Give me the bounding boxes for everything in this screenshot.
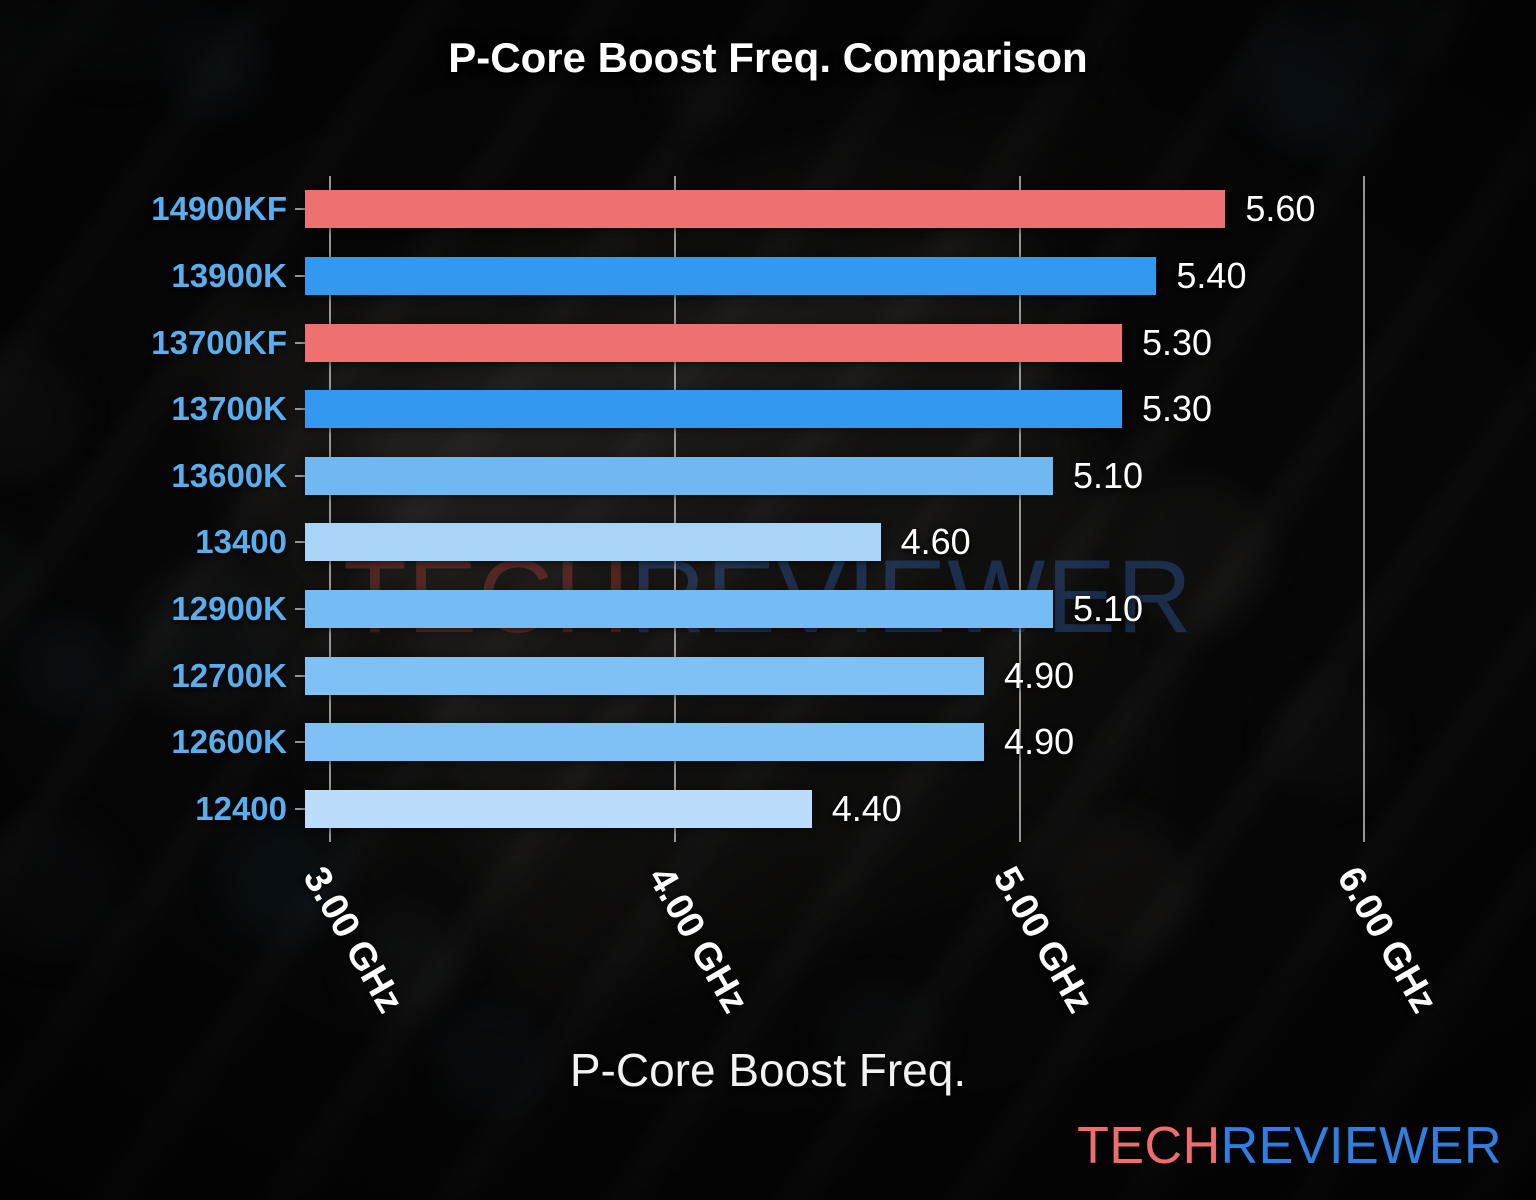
category-label: 12700K <box>171 656 287 694</box>
y-axis-tick <box>295 807 305 810</box>
gridline <box>673 176 676 842</box>
bar-row: 12600K 4.90 <box>0 721 1536 763</box>
category-label: 12600K <box>171 723 287 761</box>
category-label: 13400 <box>195 523 287 561</box>
x-tick-label: 3.00 GHz <box>294 860 412 1021</box>
bar-row: 14900KF 5.60 <box>0 188 1536 230</box>
y-axis-tick <box>295 674 305 677</box>
bar[interactable] <box>305 656 985 695</box>
category-label: 13700K <box>171 390 287 428</box>
bar-row: 13700K 5.30 <box>0 388 1536 430</box>
y-axis-tick <box>295 341 305 344</box>
logo-tech-text: TECH <box>1077 1117 1221 1175</box>
bar[interactable] <box>305 523 881 562</box>
x-axis-label: P-Core Boost Freq. <box>569 1044 967 1096</box>
category-label: 14900KF <box>151 190 287 228</box>
y-axis-tick <box>295 541 305 544</box>
bar[interactable] <box>305 190 1226 229</box>
bar[interactable] <box>305 723 985 762</box>
category-label: 13600K <box>171 456 287 494</box>
plot-area: 14900KF 5.60 13900K 5.40 13700KF 5.30 13700K 5.… <box>0 176 1536 842</box>
category-label: 13900K <box>171 256 287 294</box>
y-axis-tick <box>295 274 305 277</box>
bar[interactable] <box>305 256 1157 295</box>
watermark: TECHREVIEWER <box>0 545 1536 649</box>
bar-value-label: 5.60 <box>1245 188 1316 230</box>
logo-reviewer-text: REVIEWER <box>1220 1117 1502 1175</box>
bar-value-label: 4.90 <box>1004 721 1075 763</box>
bar-value-label: 5.30 <box>1141 321 1213 363</box>
bar-row: 13700KF 5.30 <box>0 321 1536 363</box>
bar-value-label: 5.10 <box>1072 454 1144 496</box>
bar[interactable] <box>305 390 1122 429</box>
bar-row: 13400 4.60 <box>0 521 1536 563</box>
bar[interactable] <box>305 589 1053 628</box>
gridline <box>1018 176 1021 842</box>
bar-row: 12400 4.40 <box>0 787 1536 829</box>
bar[interactable] <box>305 323 1122 362</box>
y-axis-tick <box>295 474 305 477</box>
techreviewer-logo[interactable]: TECHREVIEWER <box>1077 1116 1502 1176</box>
bar-row: 12900K 5.10 <box>0 587 1536 629</box>
category-label: 12400 <box>195 789 287 827</box>
x-tick-label: 6.00 GHz <box>1328 860 1446 1021</box>
category-label: 12900K <box>171 589 287 627</box>
bar-row: 13600K 5.10 <box>0 454 1536 496</box>
x-tick-label: 5.00 GHz <box>984 860 1101 1021</box>
y-axis-tick <box>295 208 305 211</box>
y-axis-tick <box>295 408 305 411</box>
bar-row: 13900K 5.40 <box>0 254 1536 296</box>
y-axis-tick <box>295 741 305 744</box>
bar-value-label: 4.90 <box>1004 654 1075 696</box>
bar[interactable] <box>305 456 1053 495</box>
y-axis-tick <box>295 607 305 610</box>
bar-value-label: 4.60 <box>900 521 971 563</box>
gridline <box>1363 176 1366 842</box>
bar[interactable] <box>305 789 812 828</box>
bar-value-label: 5.40 <box>1176 254 1247 296</box>
chart-title: P-Core Boost Freq. Comparison <box>448 34 1088 81</box>
bar-value-label: 4.40 <box>831 787 902 829</box>
gridline <box>329 176 332 842</box>
category-label: 13700KF <box>151 323 287 361</box>
bar-value-label: 5.10 <box>1072 587 1144 629</box>
x-tick-label: 4.00 GHz <box>639 860 757 1021</box>
bar-row: 12700K 4.90 <box>0 654 1536 696</box>
bar-value-label: 5.30 <box>1141 388 1213 430</box>
